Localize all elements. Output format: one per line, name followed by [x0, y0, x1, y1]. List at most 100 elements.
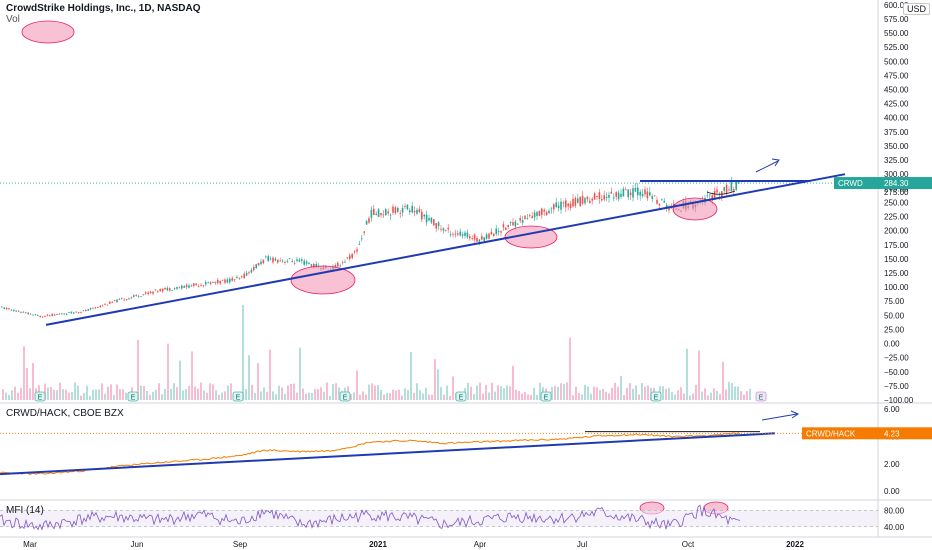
- candle-body: [368, 218, 370, 223]
- volume-bar: [530, 395, 532, 400]
- candle-body: [409, 210, 411, 213]
- candle-body: [315, 263, 317, 268]
- volume-bar: [497, 385, 499, 400]
- volume-bar: [359, 394, 361, 400]
- volume-bar: [125, 392, 127, 400]
- volume-bar: [257, 363, 259, 400]
- candle-body: [149, 291, 152, 293]
- volume-bar: [110, 384, 112, 400]
- candle-body: [617, 192, 620, 200]
- volume-bar: [71, 392, 73, 400]
- volume-bar: [299, 347, 301, 400]
- volume-bar: [629, 383, 631, 400]
- candle-body: [269, 258, 272, 260]
- candle-body: [596, 196, 598, 197]
- candle-body: [517, 223, 519, 225]
- volume-bar: [734, 386, 736, 400]
- candle-body: [632, 188, 634, 198]
- candle-body: [255, 264, 257, 269]
- candle-body: [279, 260, 281, 262]
- symbol-title[interactable]: CrowdStrike Holdings, Inc., 1D, NASDAQ: [6, 3, 201, 14]
- candle-body: [200, 285, 202, 286]
- candle-body: [195, 283, 197, 285]
- candle-body: [488, 233, 490, 239]
- candle-body: [101, 305, 104, 307]
- candle-body: [125, 299, 128, 300]
- candle-body: [286, 260, 289, 262]
- candle-body: [272, 257, 274, 263]
- price-axis-tick: 500.00: [884, 57, 909, 66]
- candle-body: [572, 198, 574, 207]
- price-axis-tick: 0.00: [884, 340, 900, 349]
- candle-body: [483, 237, 485, 241]
- candle-body: [447, 227, 449, 230]
- volume-bar: [638, 394, 640, 400]
- volume-bar: [176, 387, 178, 400]
- candle-body: [135, 295, 137, 296]
- candle-body: [293, 262, 296, 264]
- candle-body: [459, 231, 461, 236]
- candle-body: [214, 281, 217, 283]
- ratio-badge: CRWD/HACK 4.23: [802, 427, 932, 440]
- price-secondary-value: 275.00: [884, 188, 909, 197]
- candle-body: [159, 289, 161, 292]
- volume-bar: [593, 386, 595, 400]
- volume-bar: [44, 383, 46, 400]
- volume-bar: [95, 389, 97, 400]
- candle-body: [560, 201, 562, 210]
- volume-bar: [173, 383, 175, 400]
- volume-bar: [686, 348, 688, 400]
- candle-body: [152, 291, 154, 294]
- candle-body: [481, 236, 483, 240]
- volume-bar: [311, 392, 313, 400]
- candle-body: [524, 215, 526, 219]
- candle-body: [567, 203, 569, 207]
- candle-body: [346, 257, 349, 259]
- volume-bar: [563, 383, 565, 400]
- ratio-axis-tick: 2.00: [884, 460, 900, 469]
- volume-bar: [677, 390, 679, 400]
- earnings-label: E: [654, 395, 659, 402]
- price-axis-tick: 375.00: [884, 128, 909, 137]
- candle-body: [428, 218, 430, 221]
- volume-bar: [98, 389, 100, 400]
- volume-bar: [680, 387, 682, 400]
- volume-bar: [665, 388, 667, 400]
- candle-body: [418, 209, 421, 213]
- volume-bar: [122, 389, 124, 400]
- volume-bar: [137, 340, 139, 400]
- candle-body: [387, 211, 389, 214]
- volume-bar: [428, 394, 430, 400]
- currency-badge[interactable]: USD: [902, 3, 930, 15]
- candle-body: [399, 213, 401, 214]
- volume-bar: [206, 392, 208, 400]
- earnings-marker: E: [540, 391, 552, 402]
- candle-body: [553, 204, 555, 210]
- candle-body: [39, 315, 41, 317]
- candle-body: [507, 225, 509, 228]
- candle-body: [106, 304, 109, 306]
- volume-bar: [713, 388, 715, 400]
- volume-bar: [143, 385, 145, 400]
- candle-body: [665, 205, 668, 209]
- volume-bar: [20, 388, 22, 400]
- bottom-curve-annotation: [706, 190, 736, 195]
- volume-bar: [2, 389, 4, 400]
- volume-bar: [281, 387, 283, 400]
- volume-bar: [326, 382, 328, 400]
- volume-bar: [62, 389, 64, 400]
- ratio-trendline: [0, 432, 776, 476]
- candle-body: [193, 283, 195, 286]
- candle-body: [627, 189, 629, 198]
- volume-bar: [296, 392, 298, 400]
- volume-bar: [407, 389, 409, 400]
- volume-bar: [323, 391, 325, 400]
- volume-bar: [158, 383, 160, 400]
- mfi-title[interactable]: MFI (14): [6, 505, 44, 516]
- candle-body: [375, 213, 377, 215]
- volume-bar: [77, 385, 79, 400]
- volume-bar: [692, 393, 694, 400]
- volume-bar: [581, 394, 583, 400]
- candle-body: [361, 238, 363, 240]
- ratio-title[interactable]: CRWD/HACK, CBOE BZX: [6, 408, 124, 419]
